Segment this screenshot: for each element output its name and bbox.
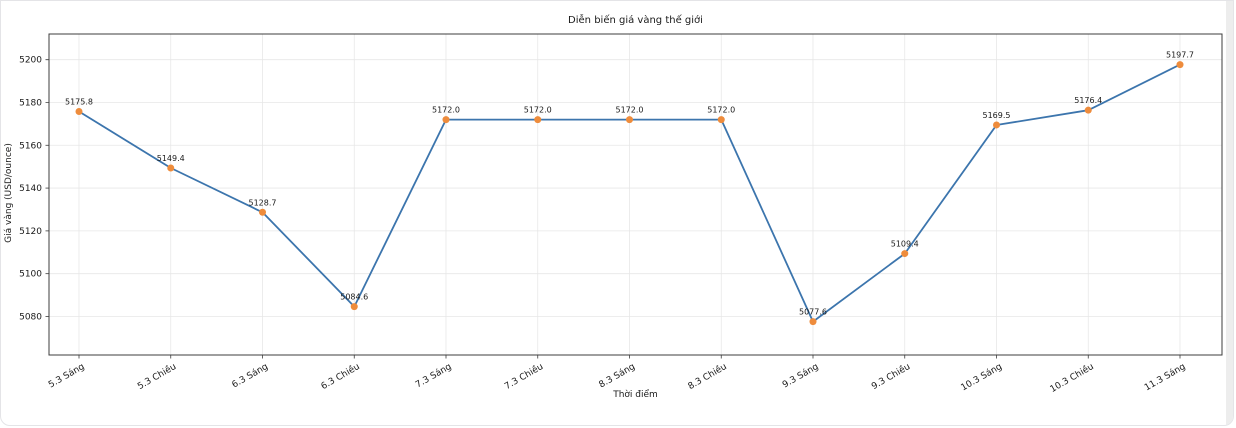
x-tick-label: 10.3 Sáng xyxy=(960,362,1004,393)
x-tick-label: 9.3 Chiều xyxy=(870,361,913,392)
x-tick-label: 10.3 Chiều xyxy=(1048,361,1096,395)
data-point-label: 5128.7 xyxy=(249,198,277,207)
data-point-marker xyxy=(717,116,725,124)
plot-border xyxy=(48,33,1223,356)
data-point-label: 5172.0 xyxy=(524,106,552,115)
chart-title: Diễn biến giá vàng thế giới xyxy=(568,15,703,26)
x-tick-label: 8.3 Sáng xyxy=(598,362,637,391)
data-point-marker xyxy=(167,164,175,172)
data-point-marker xyxy=(626,116,633,124)
x-tick-label: 7.3 Chiều xyxy=(503,361,546,392)
data-point-marker xyxy=(75,107,83,115)
data-point-label: 5176.4 xyxy=(1074,96,1102,105)
data-point-label: 5149.4 xyxy=(157,154,185,163)
x-tick-label: 5.3 Sáng xyxy=(47,362,86,391)
data-point-label: 5169.5 xyxy=(983,111,1011,120)
data-point-label: 5197.7 xyxy=(1166,51,1194,60)
data-point-label: 5175.8 xyxy=(65,97,93,106)
data-point-marker xyxy=(993,121,1000,129)
data-point-label: 5077.6 xyxy=(799,308,827,317)
data-point-label: 5084.6 xyxy=(340,293,368,302)
x-tick-label: 11.3 Sáng xyxy=(1143,362,1187,393)
data-point-label: 5172.0 xyxy=(616,106,644,115)
data-point-marker xyxy=(534,116,542,124)
y-tick-label: 5160 xyxy=(19,141,42,151)
y-tick-label: 5180 xyxy=(19,98,42,108)
right-edge-strip xyxy=(1226,1,1233,425)
x-tick-label: 9.3 Sáng xyxy=(781,362,820,391)
y-tick-label: 5100 xyxy=(19,270,42,280)
x-tick-label: 6.3 Sáng xyxy=(231,362,270,391)
data-point-marker xyxy=(1176,61,1184,69)
data-point-label: 5172.0 xyxy=(432,106,460,115)
data-point-label: 5109.4 xyxy=(891,240,919,249)
data-point-marker xyxy=(809,318,817,326)
data-point-marker xyxy=(442,116,450,124)
x-tick-label: 5.3 Chiều xyxy=(136,361,179,392)
data-point-marker xyxy=(1084,106,1092,114)
y-tick-label: 5080 xyxy=(19,312,42,322)
x-axis-label: Thời điểm xyxy=(613,390,658,400)
x-tick-label: 7.3 Sáng xyxy=(414,362,453,391)
y-tick-label: 5140 xyxy=(19,184,42,194)
data-point-label: 5172.0 xyxy=(707,106,735,115)
y-tick-label: 5120 xyxy=(19,227,42,237)
data-point-marker xyxy=(259,208,266,216)
data-point-marker xyxy=(901,250,909,258)
x-tick-label: 6.3 Chiều xyxy=(319,361,362,392)
x-tick-label: 8.3 Chiều xyxy=(686,361,729,392)
data-point-marker xyxy=(350,303,358,311)
y-tick-label: 5200 xyxy=(19,56,42,66)
